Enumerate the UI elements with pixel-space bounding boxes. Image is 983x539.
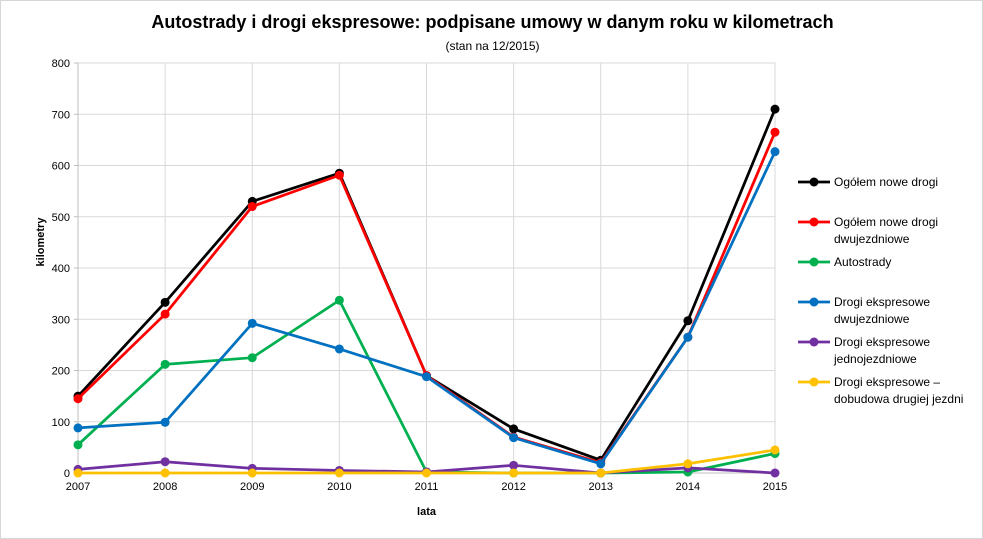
x-tick-label: 2010 [327, 481, 351, 493]
data-point [160, 359, 170, 369]
data-point [770, 104, 780, 114]
y-tick-label: 700 [52, 109, 70, 121]
data-point [160, 457, 170, 467]
data-point [509, 460, 519, 470]
y-tick-label: 200 [52, 366, 70, 378]
y-tick-label: 600 [52, 161, 70, 173]
y-tick-label: 100 [52, 417, 70, 429]
data-point [160, 417, 170, 427]
data-point [247, 202, 257, 211]
data-point [247, 468, 257, 478]
y-tick-label: 400 [52, 263, 70, 275]
data-point [683, 316, 693, 326]
data-point [160, 309, 170, 319]
y-axis-title: kilometry [35, 217, 47, 267]
data-point [770, 445, 780, 455]
x-tick-label: 2014 [676, 481, 700, 493]
data-point [422, 468, 431, 478]
data-point [73, 423, 83, 433]
chart-title: Autostrady i drogi ekspresowe: podpisane… [151, 12, 834, 32]
data-point [683, 459, 693, 469]
x-axis-title: lata [417, 506, 436, 518]
y-tick-label: 500 [52, 212, 70, 224]
x-tick-label: 2015 [763, 481, 787, 493]
x-tick-label: 2013 [589, 481, 613, 493]
data-point [160, 297, 170, 307]
data-point [247, 353, 257, 363]
data-point [770, 127, 780, 137]
data-point [334, 344, 344, 354]
y-tick-label: 0 [64, 468, 70, 480]
data-point [683, 332, 693, 342]
data-point [160, 468, 170, 478]
data-point [73, 468, 83, 478]
data-point [770, 468, 780, 478]
chart-subtitle: (stan na 12/2015) [445, 39, 540, 53]
x-tick-label: 2007 [66, 481, 90, 493]
y-tick-label: 300 [52, 314, 70, 326]
data-point [334, 295, 344, 305]
data-point [509, 424, 519, 434]
data-point [247, 318, 257, 328]
data-point [509, 433, 519, 443]
y-tick-label: 800 [52, 58, 70, 70]
data-point [73, 440, 83, 450]
data-point [596, 459, 606, 469]
data-point [73, 394, 83, 404]
data-point [770, 147, 780, 157]
x-tick-label: 2012 [501, 481, 525, 493]
data-point [509, 468, 519, 478]
x-tick-label: 2011 [415, 481, 439, 493]
x-tick-label: 2009 [240, 481, 264, 493]
data-point [334, 468, 344, 478]
x-tick-label: 2008 [153, 481, 177, 493]
data-point [334, 170, 344, 180]
data-point [422, 372, 431, 382]
data-point [596, 468, 606, 478]
